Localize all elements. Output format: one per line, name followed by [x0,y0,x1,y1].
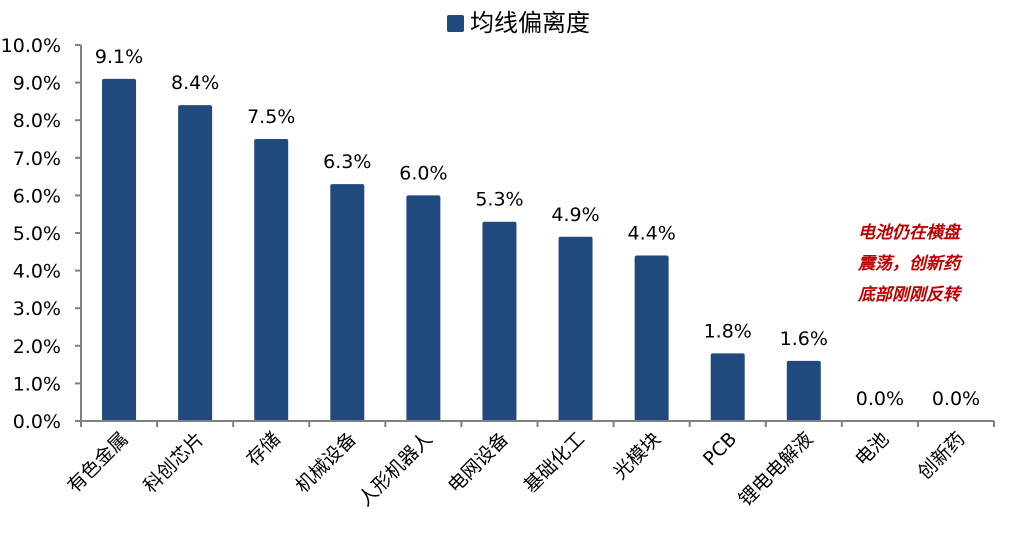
data-label: 6.0% [399,162,447,184]
bar [254,139,289,421]
bar [102,78,137,421]
bar [634,255,669,421]
y-tick-label: 8.0% [13,110,61,132]
y-tick-label: 5.0% [13,223,61,245]
bar [330,184,365,421]
data-label: 0.0% [856,388,904,410]
x-tick-label: PCB [699,428,741,470]
bar [406,195,441,421]
x-tick-label: 基础化工 [520,428,589,497]
y-tick-label: 10.0% [1,35,61,57]
x-tick-label: 电网设备 [444,428,513,497]
x-tick-label: 光模块 [609,428,665,484]
data-label: 8.4% [171,72,219,94]
data-label: 1.6% [780,328,828,350]
x-tick-label: 人形机器人 [354,428,437,511]
legend: 均线偏离度 [447,8,590,38]
bar [178,105,213,421]
y-tick-label: 1.0% [13,373,61,395]
bar [710,353,745,421]
y-tick-label: 4.0% [13,261,61,283]
y-tick-label: 9.0% [13,73,61,95]
annotation-text: 电池仍在横盘 震荡，创新药 底部刚刚反转 [858,223,960,305]
y-tick-label: 7.0% [13,148,61,170]
legend-label: 均线偏离度 [470,9,590,37]
y-tick-label: 0.0% [13,411,61,433]
x-tick-label: 锂电电解液 [735,428,818,511]
legend-swatch-icon [447,14,464,32]
bar [786,360,821,421]
data-label: 6.3% [323,151,371,173]
data-label: 0.0% [932,388,980,410]
y-tick-label: 6.0% [13,185,61,207]
x-tick-label: 机械设备 [292,428,361,497]
data-label: 4.4% [627,223,675,245]
data-label: 9.1% [95,46,143,68]
data-label: 1.8% [704,320,752,342]
data-label: 4.9% [551,204,599,226]
x-tick-label: 电池 [851,428,893,470]
y-tick-label: 3.0% [13,298,61,320]
data-label: 7.5% [247,106,295,128]
bar [558,236,593,421]
bar [482,221,517,421]
x-tick-label: 有色金属 [63,428,132,497]
data-label: 5.3% [475,189,523,211]
x-tick-label: 存储 [242,428,284,470]
x-tick-label: 创新药 [914,428,970,484]
x-tick-label: 科创芯片 [139,428,208,497]
y-tick-label: 2.0% [13,336,61,358]
